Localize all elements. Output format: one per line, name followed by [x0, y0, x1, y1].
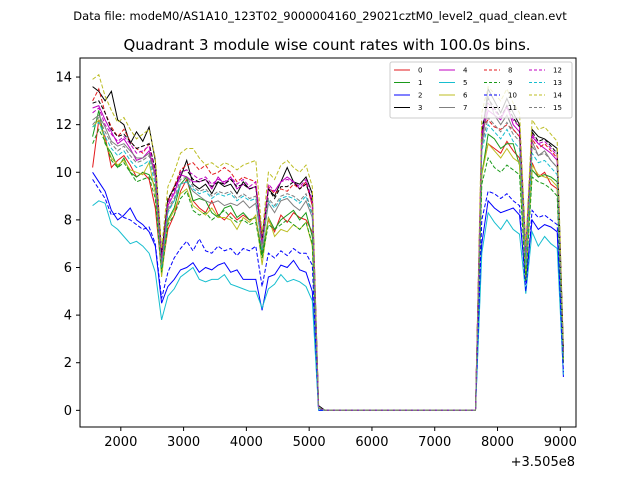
legend-label-5: 5 [463, 79, 467, 87]
legend-label-2: 2 [418, 92, 422, 100]
legend-label-1: 1 [418, 79, 422, 87]
series-line-9 [92, 128, 564, 411]
x-tick-label: 7000 [418, 435, 451, 450]
x-tick-label: 5000 [293, 435, 326, 450]
x-tick-label: 8000 [481, 435, 514, 450]
y-tick-label: 2 [64, 356, 72, 371]
y-tick-label: 12 [55, 118, 72, 133]
legend-label-3: 3 [418, 104, 422, 112]
legend-label-11: 11 [508, 104, 517, 112]
y-tick-label: 14 [55, 71, 72, 86]
x-axis-offset-label: +3.505e8 [511, 455, 575, 470]
legend-label-14: 14 [553, 92, 562, 100]
legend-label-4: 4 [463, 67, 468, 75]
x-tick-label: 4000 [230, 435, 263, 450]
y-tick-label: 8 [64, 213, 72, 228]
series-line-2 [92, 172, 564, 411]
y-tick-label: 0 [64, 404, 72, 419]
x-tick-label: 2000 [104, 435, 137, 450]
series-line-6 [92, 118, 564, 411]
y-tick-label: 4 [64, 309, 72, 324]
chart-suptitle: Data file: modeM0/AS1A10_123T02_90000041… [73, 9, 567, 23]
legend-label-12: 12 [553, 67, 562, 75]
legend-label-0: 0 [418, 67, 422, 75]
legend-label-15: 15 [553, 104, 562, 112]
x-tick-label: 3000 [167, 435, 200, 450]
legend-label-6: 6 [463, 92, 468, 100]
chart-title: Quadrant 3 module wise count rates with … [123, 36, 530, 54]
y-axis: 0 2 4 6 8 10 12 14 [55, 71, 80, 419]
x-tick-label: 6000 [355, 435, 388, 450]
legend-label-8: 8 [508, 67, 512, 75]
y-tick-label: 6 [64, 261, 72, 276]
legend-label-7: 7 [463, 104, 467, 112]
legend-box [389, 61, 573, 119]
legend-label-13: 13 [553, 79, 562, 87]
plot-frame [79, 57, 577, 428]
plot-lines [92, 73, 564, 411]
series-line-10 [92, 179, 564, 411]
series-line-5 [92, 200, 564, 411]
legend-label-10: 10 [508, 92, 517, 100]
x-axis: 2000 3000 4000 5000 6000 7000 8000 9000 [104, 427, 577, 450]
legend-label-9: 9 [508, 79, 512, 87]
series-line-11 [92, 97, 564, 411]
x-tick-label: 9000 [544, 435, 577, 450]
y-tick-label: 10 [55, 166, 72, 181]
series-line-15 [92, 116, 564, 411]
